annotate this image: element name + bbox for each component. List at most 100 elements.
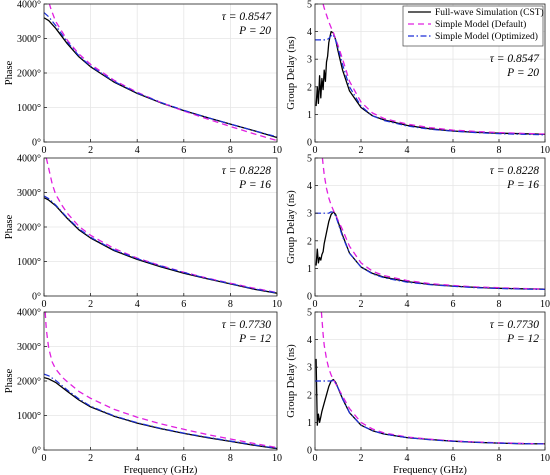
- y-tick-label: 1000°: [17, 411, 41, 422]
- x-tick-label: 0: [313, 145, 318, 156]
- series-line-full-wave-cst: [315, 358, 545, 445]
- series-group: [44, 312, 277, 450]
- x-tick-label: 2: [88, 453, 93, 464]
- series-group: [315, 158, 545, 290]
- y-axis-label: Group Delay (ns): [286, 190, 297, 264]
- x-tick-label: 0: [313, 299, 318, 310]
- series-group: [315, 312, 545, 445]
- y-tick-label: 2000°: [17, 377, 41, 388]
- x-tick-label: 6: [181, 453, 186, 464]
- x-tick-label: 6: [451, 299, 456, 310]
- x-tick-label: 4: [135, 453, 140, 464]
- y-tick-label: 5: [307, 308, 312, 319]
- x-tick-label: 4: [135, 145, 140, 156]
- series-line-full-wave-cst: [315, 211, 545, 290]
- annotation-p: P = 20: [238, 25, 271, 37]
- x-tick-label: 2: [88, 299, 93, 310]
- annotation-tau: τ = 0.8228: [490, 165, 540, 177]
- series-group: [44, 158, 277, 294]
- x-tick-label: 6: [451, 453, 456, 464]
- series-line-simple-model-default: [45, 158, 277, 294]
- x-tick-label: 10: [272, 145, 282, 156]
- annotation-p: P = 12: [506, 333, 539, 345]
- y-tick-label: 1: [307, 110, 312, 121]
- x-tick-label: 8: [497, 299, 502, 310]
- panel-row1-phase: 0 2 4 6 8 10 0° 1000° 2000° 3000° 4000° Phase τ = 0.…: [4, 0, 282, 156]
- legend-label-simple-model-optimized: Simple Model (Optimized): [435, 31, 538, 42]
- axes-frame: [314, 157, 546, 297]
- y-tick-label: 5: [307, 0, 312, 11]
- series-line-simple-model-default: [322, 4, 545, 135]
- annotation-p: P = 12: [238, 333, 271, 345]
- legend-label-full-wave-cst: Full-wave Simulation (CST): [435, 7, 544, 18]
- x-tick-label: 6: [451, 145, 456, 156]
- axes-frame: [314, 3, 546, 143]
- x-tick-label: 10: [540, 145, 550, 156]
- y-tick-label: 2: [307, 390, 312, 401]
- x-tick-label: 0: [42, 453, 47, 464]
- x-tick-label: 4: [405, 299, 410, 310]
- y-tick-label: 4: [307, 181, 312, 192]
- y-tick-label: 4: [307, 27, 312, 38]
- y-tick-label: 1: [307, 264, 312, 275]
- x-tick-label: 8: [228, 145, 233, 156]
- y-tick-label: 2: [307, 236, 312, 247]
- x-tick-label: 2: [88, 145, 93, 156]
- y-tick-label: 4000°: [17, 0, 41, 11]
- series-line-simple-model-default: [48, 4, 277, 142]
- series-line-simple-model-default: [321, 158, 545, 290]
- x-tick-label: 4: [405, 453, 410, 464]
- annotation-tau: τ = 0.8547: [490, 53, 541, 65]
- y-tick-label: 2000°: [17, 69, 41, 80]
- annotation-p: P = 16: [238, 179, 271, 191]
- panel-row3-delay: 0 2 4 6 8 10 0 1 2 3 4 5 Group Delay (ns) Frequency (…: [286, 308, 550, 475]
- x-tick-label: 2: [359, 145, 364, 156]
- annotation-tau: τ = 0.8547: [222, 11, 273, 23]
- x-tick-label: 10: [272, 299, 282, 310]
- y-tick-label: 4: [307, 335, 312, 346]
- y-tick-label: 1000°: [17, 257, 41, 268]
- series-line-simple-model-optimized: [315, 211, 545, 290]
- y-axis-label: Phase: [4, 368, 15, 393]
- x-tick-label: 6: [181, 299, 186, 310]
- y-tick-label: 3: [307, 363, 312, 374]
- x-tick-label: 10: [540, 453, 550, 464]
- y-tick-label: 4000°: [17, 154, 41, 165]
- y-tick-label: 0°: [32, 446, 41, 457]
- x-tick-label: 2: [359, 299, 364, 310]
- annotation-p: P = 16: [506, 179, 539, 191]
- legend-box: [402, 5, 544, 47]
- series-group: [315, 4, 545, 136]
- x-tick-label: 0: [313, 453, 318, 464]
- y-axis-label: Group Delay (ns): [286, 36, 297, 110]
- x-tick-label: 8: [497, 453, 502, 464]
- y-tick-label: 3: [307, 209, 312, 220]
- y-tick-label: 5: [307, 154, 312, 165]
- y-axis-label: Phase: [4, 60, 15, 85]
- x-tick-label: 0: [42, 145, 47, 156]
- series-line-simple-model-optimized: [315, 379, 545, 445]
- series-line-simple-model-optimized: [315, 33, 545, 136]
- y-tick-label: 3000°: [17, 342, 41, 353]
- y-axis-label: Phase: [4, 214, 15, 239]
- y-tick-label: 2: [307, 82, 312, 93]
- x-tick-label: 0: [42, 299, 47, 310]
- x-axis-label: Frequency (GHz): [393, 465, 467, 475]
- y-tick-label: 0°: [32, 292, 41, 303]
- series-line-simple-model-optimized: [44, 373, 277, 449]
- x-tick-label: 4: [135, 299, 140, 310]
- legend-label-simple-model-default: Simple Model (Default): [435, 19, 526, 30]
- y-tick-label: 0: [307, 446, 312, 457]
- x-tick-label: 6: [181, 145, 186, 156]
- panel-row1-delay: 0 2 4 6 8 10 0 1 2 3 4 5 Group Delay (ns) τ = 0.8547 P…: [286, 0, 550, 156]
- series-group: [44, 4, 277, 142]
- y-tick-label: 0°: [32, 138, 41, 149]
- series-line-full-wave-cst: [44, 197, 277, 294]
- y-tick-label: 0: [307, 138, 312, 149]
- x-tick-label: 2: [359, 453, 364, 464]
- y-tick-label: 0: [307, 292, 312, 303]
- x-tick-label: 8: [497, 145, 502, 156]
- series-line-simple-model-optimized: [44, 195, 277, 294]
